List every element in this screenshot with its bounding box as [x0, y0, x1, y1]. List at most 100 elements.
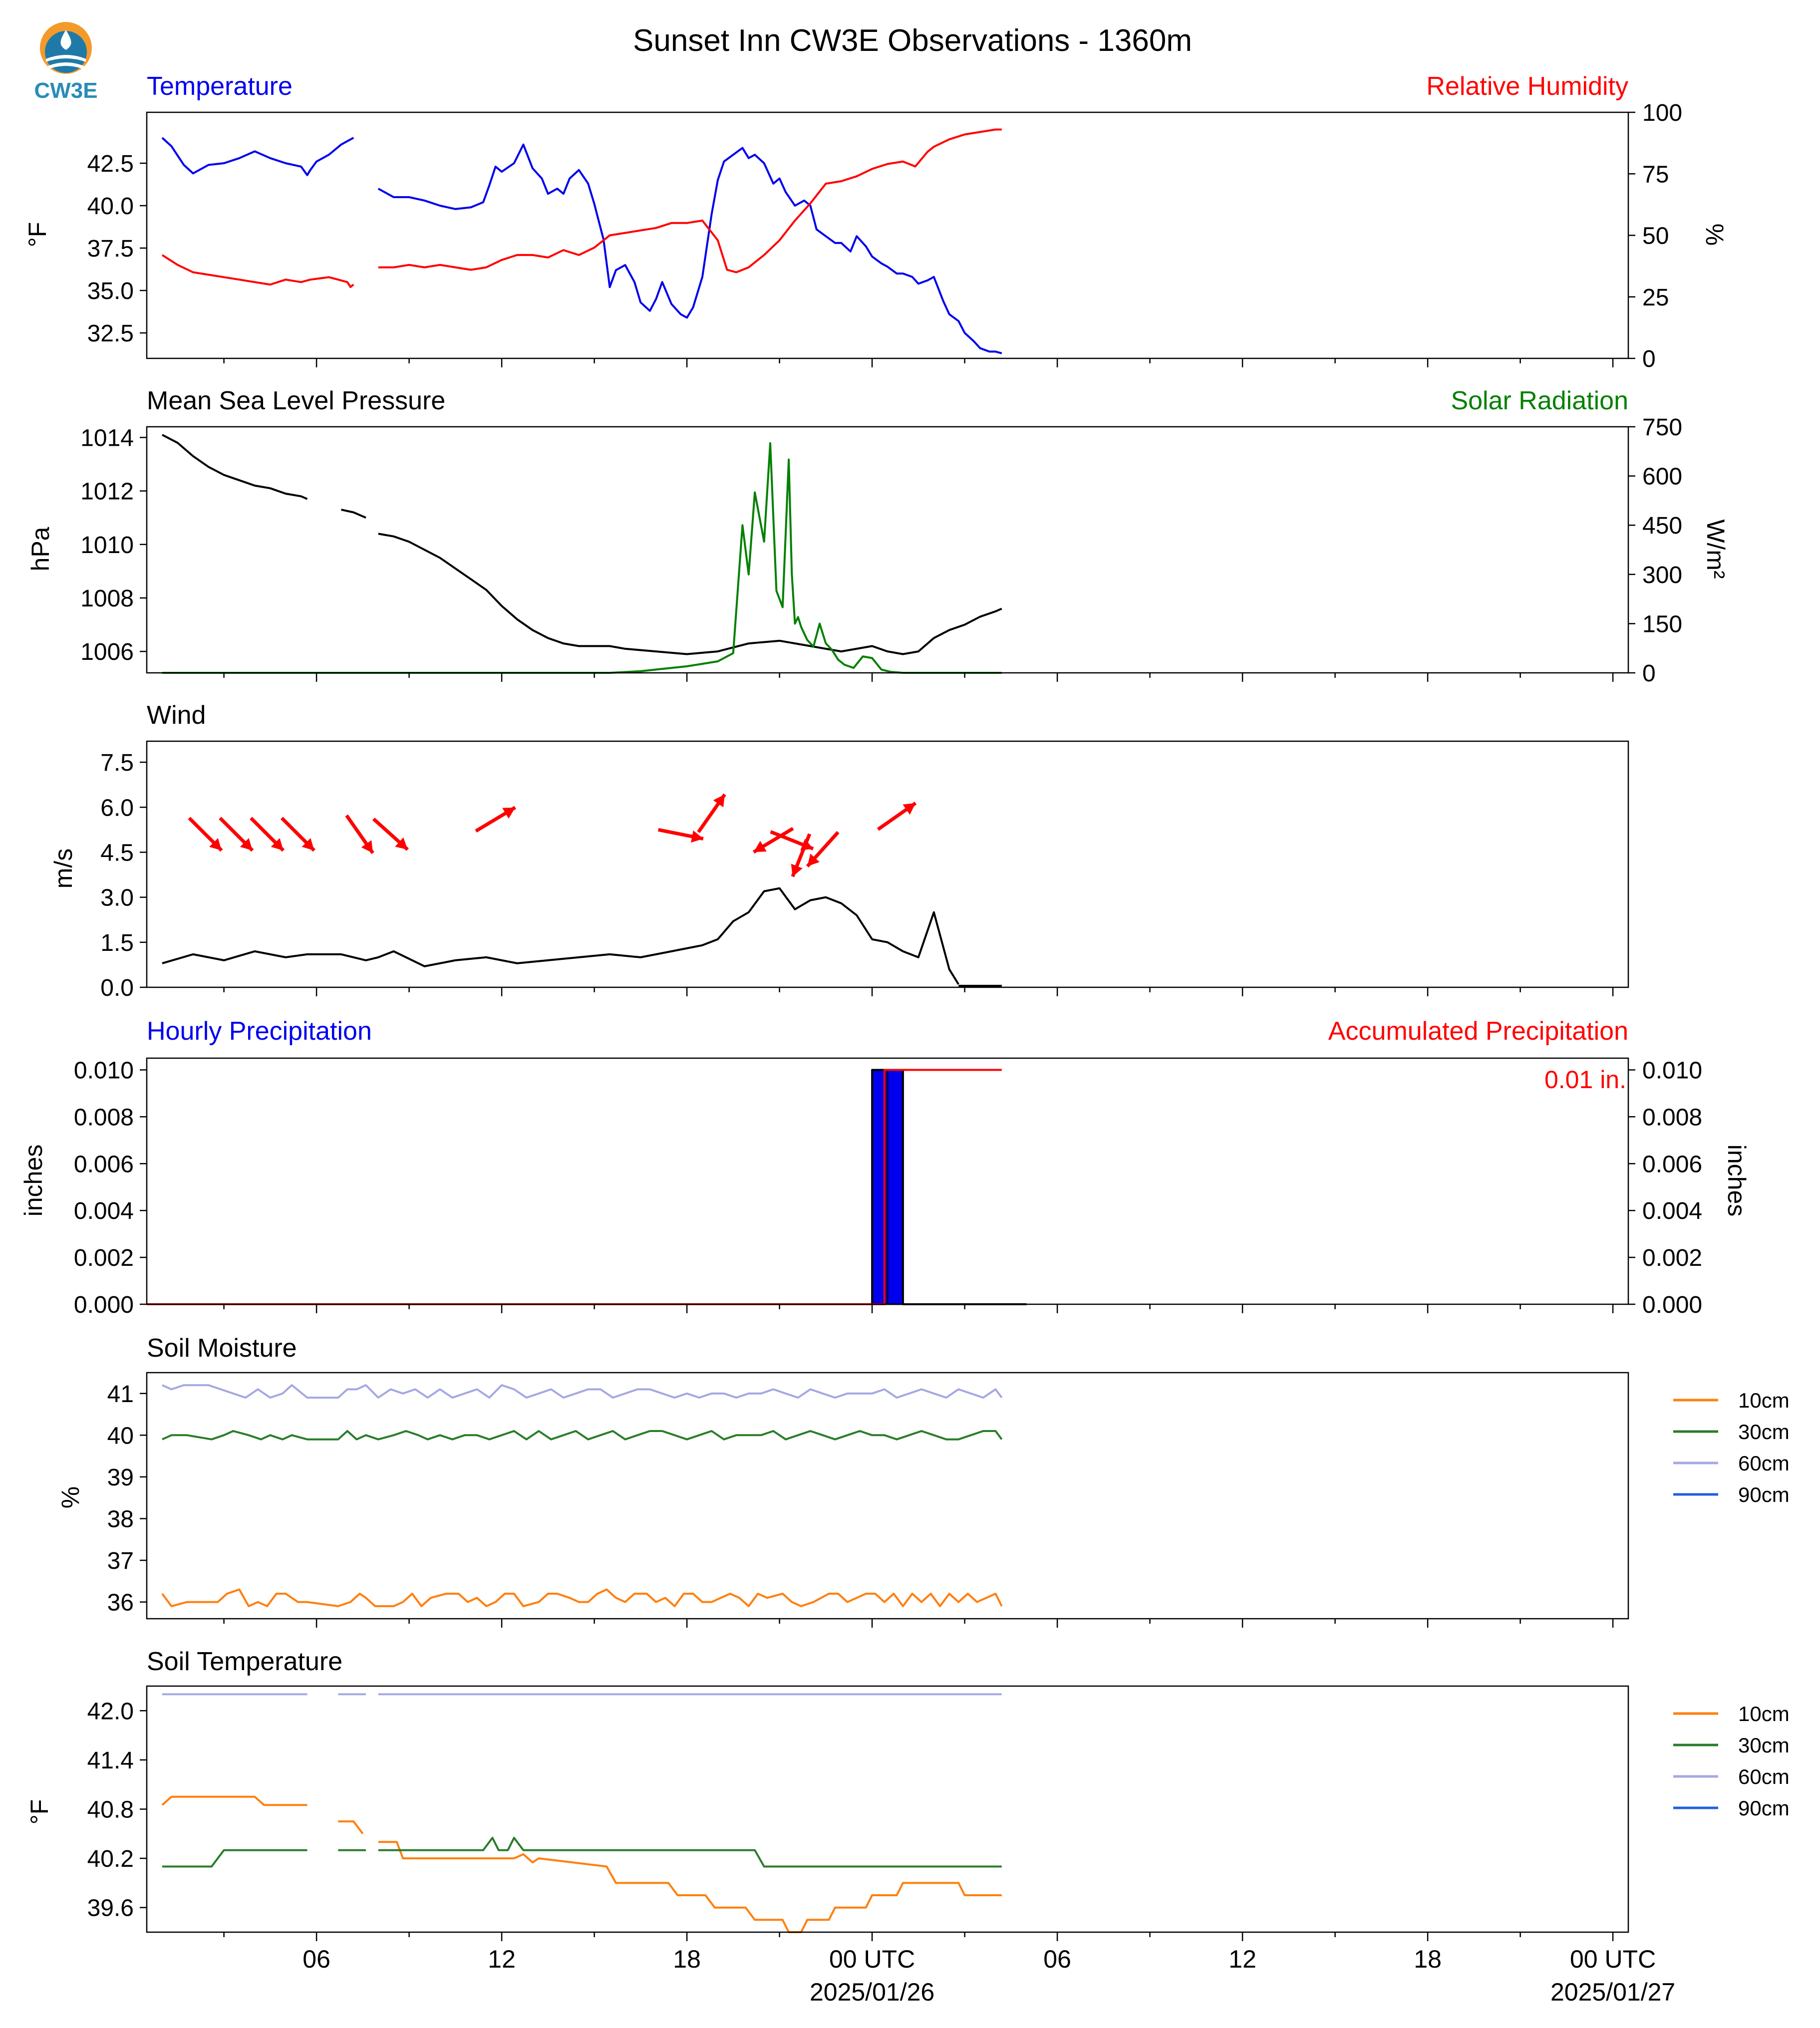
panel-4-x-ticks — [223, 1304, 1614, 1313]
y-tick-label: 0.008 — [74, 1104, 134, 1131]
soil-moisture-axis-label: % — [56, 1486, 84, 1508]
y-tick-label: 41.4 — [87, 1747, 134, 1774]
y-tick-label: 0.0 — [100, 975, 134, 1001]
hourly-precip-tick-labels: 0.000 0.002 0.004 0.006 0.008 0.010 — [74, 1057, 147, 1318]
legend-label: 10cm — [1738, 1702, 1790, 1726]
y-tick-label: 32.5 — [87, 320, 134, 347]
soil-temperature-legend: 10cm 30cm 60cm 90cm — [1673, 1702, 1790, 1820]
wind-arrow-head — [240, 838, 253, 851]
solar-tick-labels: 0 150 300 450 600 750 — [1628, 414, 1682, 687]
y-right-tick-label: 0.002 — [1642, 1245, 1702, 1271]
panel-2-x-ticks — [223, 673, 1614, 682]
humidity-tick-labels: 0 25 50 75 100 — [1628, 100, 1682, 372]
y-right-tick-label: 0.006 — [1642, 1151, 1702, 1177]
solar-axis-label: W/m² — [1702, 519, 1730, 579]
x-tick-label: 00 UTC — [829, 1945, 915, 1973]
legend-label: 60cm — [1738, 1451, 1790, 1475]
wind-arrow — [657, 828, 704, 843]
wind-axis-label: m/s — [49, 849, 77, 889]
series-line — [161, 1588, 1003, 1607]
y-tick-label: 42.5 — [87, 151, 134, 177]
temperature-tick-labels: 32.5 35.0 37.5 40.0 42.5 — [87, 151, 147, 347]
y-tick-label: 39.6 — [87, 1895, 134, 1922]
x-tick-label: 12 — [488, 1945, 516, 1973]
figure-title: Sunset Inn CW3E Observations - 1360m — [633, 23, 1192, 58]
pressure-solar-lines — [161, 434, 1002, 674]
x-date-label: 2025/01/27 — [1550, 1978, 1675, 2006]
series-line — [162, 1430, 1003, 1441]
wind-arrow-head — [713, 794, 725, 808]
y-tick-label: 7.5 — [100, 750, 134, 776]
legend-label: 90cm — [1738, 1483, 1790, 1506]
wind-arrow-head — [691, 830, 703, 843]
legend-label: 10cm — [1738, 1389, 1790, 1412]
y-tick-label: 37.5 — [87, 236, 134, 262]
y-tick-label: 0.010 — [74, 1057, 134, 1084]
wind-arrow — [877, 802, 917, 831]
y-tick-label: 1006 — [80, 639, 134, 665]
wind-arrow — [219, 817, 254, 852]
wind-arrow — [345, 814, 374, 855]
wind-arrow — [791, 833, 812, 877]
x-tick-label: 18 — [1414, 1945, 1442, 1973]
series-line — [378, 1841, 1002, 1933]
soil-temperature-axis-label: °F — [25, 1799, 53, 1825]
x-tick-label: 06 — [1043, 1945, 1071, 1973]
wind-arrow-head — [209, 838, 222, 851]
series-line — [161, 434, 308, 500]
pressure-tick-labels: 1006 1008 1010 1012 1014 — [80, 425, 147, 665]
accum-precip-tick-labels: 0.000 0.002 0.004 0.006 0.008 0.010 — [1628, 1057, 1702, 1318]
wind-arrow — [806, 831, 840, 868]
panel-6-x-ticks — [223, 1932, 1614, 1941]
x-tick-label: 06 — [303, 1945, 330, 1973]
panel-1-x-ticks — [223, 358, 1614, 367]
y-tick-label: 41 — [107, 1381, 134, 1408]
legend-label: 60cm — [1738, 1765, 1790, 1788]
wind-arrow-head — [302, 838, 314, 851]
y-tick-label: 6.0 — [100, 795, 134, 821]
wind-arrow-head — [791, 864, 803, 877]
cw3e-logo-icon — [40, 22, 92, 74]
temperature-axis-label: °F — [23, 222, 51, 248]
wind-arrow — [280, 817, 315, 852]
wind-panel: Wind m/s 0.0 1.5 3.0 4.5 6.0 7.5 — [49, 701, 1629, 1001]
series-line — [161, 137, 354, 176]
pressure-solar-panel: Mean Sea Level Pressure Solar Radiation … — [26, 386, 1730, 687]
series-line — [378, 1837, 1002, 1868]
y-tick-label: 1008 — [80, 585, 134, 612]
y-right-tick-label: 100 — [1642, 100, 1682, 126]
series-line — [377, 143, 1002, 354]
y-right-tick-label: 0.008 — [1642, 1104, 1702, 1131]
y-right-tick-label: 0.000 — [1642, 1292, 1702, 1318]
hourly-precip-bars — [871, 1069, 904, 1305]
pressure-plot-frame — [146, 426, 1629, 674]
y-tick-label: 4.5 — [100, 840, 134, 866]
soil-temperature-panel: Soil Temperature °F 39.6 40.2 40.8 41.4 42.0… — [25, 1647, 1790, 1941]
y-tick-label: 40.8 — [87, 1797, 134, 1823]
y-tick-label: 38 — [107, 1506, 134, 1532]
series-line — [162, 1849, 307, 1868]
y-tick-label: 40 — [107, 1423, 134, 1449]
wind-direction-arrows — [188, 793, 917, 877]
temperature-plot-frame — [146, 111, 1629, 359]
accumulated-total-annotation: 0.01 in. — [1544, 1066, 1626, 1094]
y-tick-label: 3.0 — [100, 885, 134, 911]
wind-arrow — [188, 817, 223, 852]
y-tick-label: 36 — [107, 1590, 134, 1616]
pressure-title: Mean Sea Level Pressure — [147, 386, 445, 415]
temperature-humidity-lines — [161, 128, 1002, 354]
wind-arrow-head — [753, 841, 767, 853]
x-tick-label: 12 — [1228, 1945, 1256, 1973]
y-tick-label: 40.2 — [87, 1846, 134, 1872]
precipitation-panel: Hourly Precipitation Accumulated Precipi… — [19, 1017, 1751, 1318]
y-tick-label: 1014 — [80, 425, 134, 451]
soil-temperature-plot-frame — [146, 1685, 1629, 1933]
precip-plot-frame — [146, 1057, 1629, 1305]
temperature-humidity-panel: Temperature Relative Humidity °F % 32.53… — [23, 72, 1729, 372]
soil-moisture-legend: 10cm 30cm 60cm 90cm — [1673, 1389, 1790, 1506]
wind-arrow-head — [271, 838, 284, 851]
series-line — [378, 533, 1002, 655]
series-line — [162, 442, 1002, 674]
y-tick-label: 0.004 — [74, 1198, 134, 1224]
accum-precip-axis-label: inches — [1723, 1145, 1751, 1217]
